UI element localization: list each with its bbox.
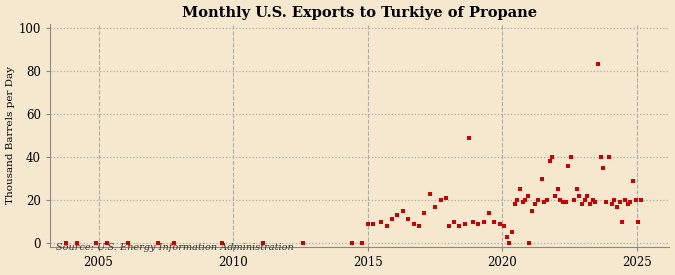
Point: [494, 222, 505, 226]
Point: [593, 62, 603, 67]
Point: [443, 224, 454, 228]
Point: [549, 194, 560, 198]
Point: [101, 241, 112, 245]
Point: [625, 200, 636, 204]
Point: [468, 219, 479, 224]
Point: [460, 222, 470, 226]
Text: Source: U.S. Energy Information Administration: Source: U.S. Energy Information Administ…: [56, 243, 294, 252]
Point: [524, 241, 535, 245]
Point: [544, 159, 555, 164]
Point: [568, 198, 579, 202]
Point: [506, 230, 517, 235]
Point: [517, 200, 528, 204]
Point: [571, 187, 582, 191]
Point: [585, 202, 595, 207]
Point: [414, 224, 425, 228]
Point: [566, 155, 576, 159]
Point: [257, 241, 268, 245]
Point: [603, 155, 614, 159]
Point: [435, 198, 446, 202]
Point: [579, 198, 590, 202]
Point: [392, 213, 403, 217]
Point: [72, 241, 82, 245]
Point: [408, 222, 419, 226]
Point: [357, 241, 368, 245]
Point: [636, 198, 647, 202]
Point: [532, 198, 543, 202]
Point: [90, 241, 101, 245]
Point: [582, 194, 593, 198]
Point: [425, 191, 435, 196]
Point: [504, 241, 514, 245]
Point: [479, 219, 489, 224]
Title: Monthly U.S. Exports to Turkiye of Propane: Monthly U.S. Exports to Turkiye of Propa…: [182, 6, 537, 20]
Point: [541, 198, 552, 202]
Point: [620, 198, 630, 202]
Point: [555, 198, 566, 202]
Point: [368, 222, 379, 226]
Point: [61, 241, 72, 245]
Point: [614, 200, 625, 204]
Point: [595, 155, 606, 159]
Point: [473, 222, 484, 226]
Point: [617, 219, 628, 224]
Point: [552, 187, 563, 191]
Point: [628, 178, 639, 183]
Point: [576, 202, 587, 207]
Point: [298, 241, 308, 245]
Point: [217, 241, 228, 245]
Point: [489, 219, 500, 224]
Point: [601, 200, 612, 204]
Point: [547, 155, 558, 159]
Point: [123, 241, 134, 245]
Point: [558, 200, 568, 204]
Point: [514, 187, 525, 191]
Point: [430, 204, 441, 209]
Point: [454, 224, 465, 228]
Point: [539, 200, 549, 204]
Point: [512, 198, 522, 202]
Point: [464, 135, 475, 140]
Point: [153, 241, 163, 245]
Point: [381, 224, 392, 228]
Point: [574, 194, 585, 198]
Point: [560, 200, 571, 204]
Point: [598, 166, 609, 170]
Point: [587, 198, 598, 202]
Point: [509, 202, 520, 207]
Point: [403, 217, 414, 222]
Point: [419, 211, 430, 215]
Point: [346, 241, 357, 245]
Point: [563, 163, 574, 168]
Point: [501, 235, 512, 239]
Point: [498, 224, 509, 228]
Y-axis label: Thousand Barrels per Day: Thousand Barrels per Day: [5, 67, 15, 204]
Point: [590, 200, 601, 204]
Point: [536, 176, 547, 181]
Point: [362, 222, 373, 226]
Point: [633, 219, 644, 224]
Point: [622, 202, 633, 207]
Point: [441, 196, 452, 200]
Point: [630, 198, 641, 202]
Point: [387, 217, 398, 222]
Point: [449, 219, 460, 224]
Point: [529, 202, 540, 207]
Point: [609, 198, 620, 202]
Point: [376, 219, 387, 224]
Point: [483, 211, 494, 215]
Point: [612, 204, 622, 209]
Point: [398, 209, 408, 213]
Point: [522, 194, 533, 198]
Point: [606, 202, 617, 207]
Point: [526, 209, 537, 213]
Point: [520, 198, 531, 202]
Point: [169, 241, 180, 245]
